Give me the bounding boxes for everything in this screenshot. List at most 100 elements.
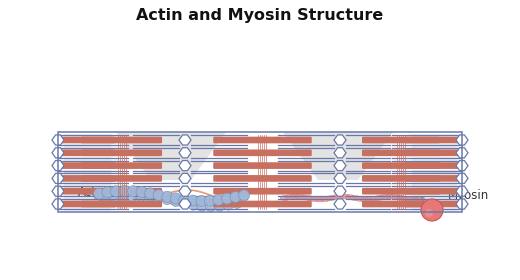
Polygon shape xyxy=(179,199,191,209)
Ellipse shape xyxy=(380,194,390,199)
Circle shape xyxy=(205,200,216,211)
Polygon shape xyxy=(456,135,468,145)
FancyBboxPatch shape xyxy=(81,150,162,156)
Polygon shape xyxy=(456,148,468,158)
Ellipse shape xyxy=(330,195,340,200)
FancyBboxPatch shape xyxy=(213,175,312,182)
Polygon shape xyxy=(334,173,346,183)
Polygon shape xyxy=(456,160,468,171)
Circle shape xyxy=(171,195,181,207)
FancyBboxPatch shape xyxy=(213,201,312,207)
Polygon shape xyxy=(334,160,346,171)
Polygon shape xyxy=(52,160,64,171)
Text: Actin and Myosin Structure: Actin and Myosin Structure xyxy=(136,8,384,23)
FancyBboxPatch shape xyxy=(405,137,463,143)
Polygon shape xyxy=(179,160,191,171)
Circle shape xyxy=(162,191,173,202)
Ellipse shape xyxy=(375,195,385,200)
FancyBboxPatch shape xyxy=(57,201,115,207)
Ellipse shape xyxy=(405,197,415,202)
Polygon shape xyxy=(52,186,64,196)
Ellipse shape xyxy=(335,194,345,199)
Circle shape xyxy=(223,199,234,210)
Text: Actin: Actin xyxy=(78,186,108,199)
Ellipse shape xyxy=(390,194,400,199)
Text: Myosin: Myosin xyxy=(448,190,489,202)
Circle shape xyxy=(179,197,190,208)
FancyBboxPatch shape xyxy=(57,150,115,156)
Ellipse shape xyxy=(415,197,425,201)
FancyBboxPatch shape xyxy=(81,188,162,195)
Circle shape xyxy=(144,191,155,202)
Ellipse shape xyxy=(315,197,325,202)
Circle shape xyxy=(153,192,164,203)
Ellipse shape xyxy=(320,197,330,202)
Ellipse shape xyxy=(395,195,405,200)
Circle shape xyxy=(425,209,433,217)
FancyBboxPatch shape xyxy=(405,162,463,169)
FancyBboxPatch shape xyxy=(362,137,440,143)
Circle shape xyxy=(162,193,173,205)
Polygon shape xyxy=(456,173,468,183)
Circle shape xyxy=(145,188,155,199)
FancyBboxPatch shape xyxy=(362,175,440,182)
Ellipse shape xyxy=(290,194,300,199)
Circle shape xyxy=(111,186,122,197)
FancyBboxPatch shape xyxy=(362,188,440,195)
Polygon shape xyxy=(52,173,64,183)
FancyBboxPatch shape xyxy=(57,162,115,169)
Ellipse shape xyxy=(345,195,355,200)
FancyBboxPatch shape xyxy=(362,201,440,207)
FancyBboxPatch shape xyxy=(405,150,463,156)
Polygon shape xyxy=(52,135,64,145)
FancyBboxPatch shape xyxy=(213,137,312,143)
Polygon shape xyxy=(334,199,346,209)
Circle shape xyxy=(135,190,147,202)
Circle shape xyxy=(196,195,207,206)
Ellipse shape xyxy=(295,194,305,199)
Ellipse shape xyxy=(400,196,410,201)
Circle shape xyxy=(222,193,232,204)
FancyBboxPatch shape xyxy=(405,188,463,195)
Circle shape xyxy=(187,195,198,206)
Circle shape xyxy=(197,200,207,211)
Circle shape xyxy=(188,199,199,210)
Circle shape xyxy=(204,195,215,206)
FancyBboxPatch shape xyxy=(405,175,463,182)
Circle shape xyxy=(118,192,129,203)
Ellipse shape xyxy=(310,197,320,202)
Ellipse shape xyxy=(350,195,360,200)
Circle shape xyxy=(109,193,120,205)
Circle shape xyxy=(153,190,164,200)
Circle shape xyxy=(127,186,139,197)
Polygon shape xyxy=(52,148,64,158)
Ellipse shape xyxy=(360,197,370,202)
Circle shape xyxy=(179,194,190,205)
Ellipse shape xyxy=(300,195,310,200)
FancyBboxPatch shape xyxy=(81,201,162,207)
FancyBboxPatch shape xyxy=(362,162,440,169)
FancyBboxPatch shape xyxy=(405,201,463,207)
Ellipse shape xyxy=(305,196,315,201)
Ellipse shape xyxy=(370,196,380,201)
Polygon shape xyxy=(334,148,346,158)
Ellipse shape xyxy=(385,194,395,199)
Polygon shape xyxy=(334,186,346,196)
Polygon shape xyxy=(116,132,226,180)
Circle shape xyxy=(239,190,250,201)
FancyBboxPatch shape xyxy=(362,150,440,156)
Ellipse shape xyxy=(365,197,375,202)
Circle shape xyxy=(213,194,224,206)
FancyBboxPatch shape xyxy=(81,162,162,169)
Circle shape xyxy=(230,192,241,202)
Circle shape xyxy=(136,186,147,198)
Circle shape xyxy=(231,197,242,208)
Ellipse shape xyxy=(355,197,365,201)
FancyBboxPatch shape xyxy=(57,175,115,182)
Circle shape xyxy=(94,188,105,199)
Ellipse shape xyxy=(340,194,350,199)
Polygon shape xyxy=(334,135,346,145)
Polygon shape xyxy=(283,132,393,180)
Circle shape xyxy=(119,186,130,197)
Circle shape xyxy=(170,193,181,204)
